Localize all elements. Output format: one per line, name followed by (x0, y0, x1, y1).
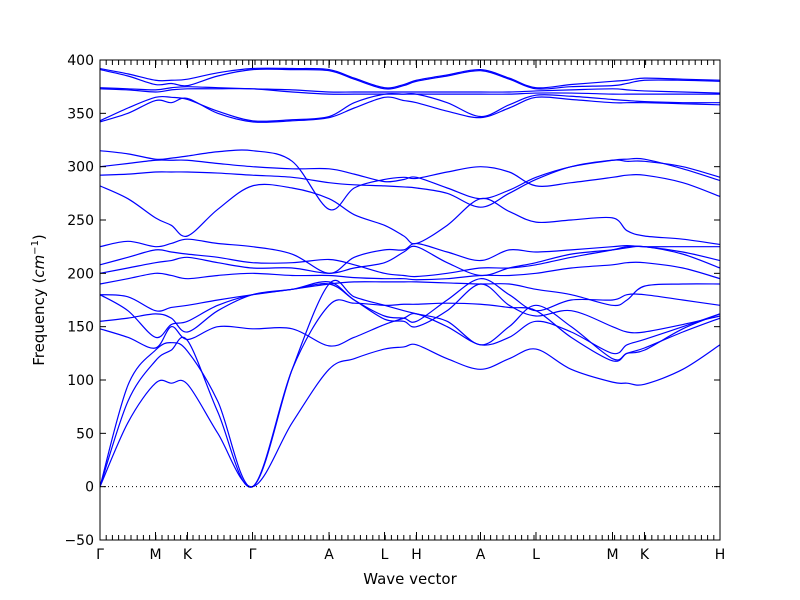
y-axis-label-exp: −1 (30, 240, 41, 255)
kpoint-label: K (640, 547, 650, 563)
band-line-18 (99, 87, 720, 95)
y-axis-label-unit: cm (30, 255, 48, 278)
y-tick-label: 0 (85, 480, 94, 496)
kpoint-label: Γ (249, 547, 257, 563)
y-axis-label-close: ) (30, 234, 48, 240)
band-line-10 (99, 245, 721, 278)
band-line-4 (99, 312, 721, 355)
y-tick-label: 300 (67, 160, 94, 176)
band-line-17 (99, 92, 721, 122)
y-tick-label: −50 (64, 533, 94, 549)
y-tick-label: 100 (67, 373, 94, 389)
band-line-1 (99, 343, 721, 488)
band-line-13 (99, 159, 721, 208)
y-tick-label: 150 (67, 320, 94, 336)
kpoint-label: H (411, 547, 422, 563)
band-line-12 (99, 183, 721, 246)
y-tick-label: 50 (76, 426, 94, 442)
band-line-5 (99, 283, 721, 334)
y-axis-ticks: −50 0 50 100 150 200 250 300 350 400 (64, 53, 720, 549)
band-line-6 (99, 278, 721, 339)
band-lines (99, 67, 721, 488)
kpoint-label: H (715, 547, 726, 563)
band-line-14 (99, 157, 721, 200)
y-tick-label: 400 (67, 53, 94, 69)
kpoint-label: L (381, 547, 389, 563)
kpoint-label: A (476, 547, 486, 563)
kpoint-label: Γ (96, 547, 104, 563)
band-line-15 (99, 149, 721, 211)
kpoint-label: K (183, 547, 193, 563)
band-line-20 (99, 68, 721, 90)
y-tick-label: 200 (67, 266, 94, 282)
band-line-2 (99, 299, 721, 488)
kpoint-label: M (149, 547, 161, 563)
band-line-21 (99, 67, 721, 89)
kpoint-label: M (606, 547, 618, 563)
band-line-11 (99, 238, 720, 274)
y-tick-label: 350 (67, 106, 94, 122)
x-axis-ticks (99, 60, 721, 540)
y-tick-label: 250 (67, 213, 94, 229)
y-axis-label: Frequency (cm−1) (30, 234, 48, 366)
band-line-19 (99, 86, 721, 94)
plot-frame (99, 59, 721, 541)
band-line-7 (99, 281, 721, 312)
band-line-9 (99, 245, 721, 277)
band-line-8 (99, 261, 721, 285)
kpoint-label: A (324, 547, 334, 563)
y-axis-label-text: Frequency ( (30, 278, 48, 366)
kpoint-label: L (532, 547, 540, 563)
x-axis-label: Wave vector (363, 570, 457, 588)
band-line-3 (99, 279, 721, 488)
